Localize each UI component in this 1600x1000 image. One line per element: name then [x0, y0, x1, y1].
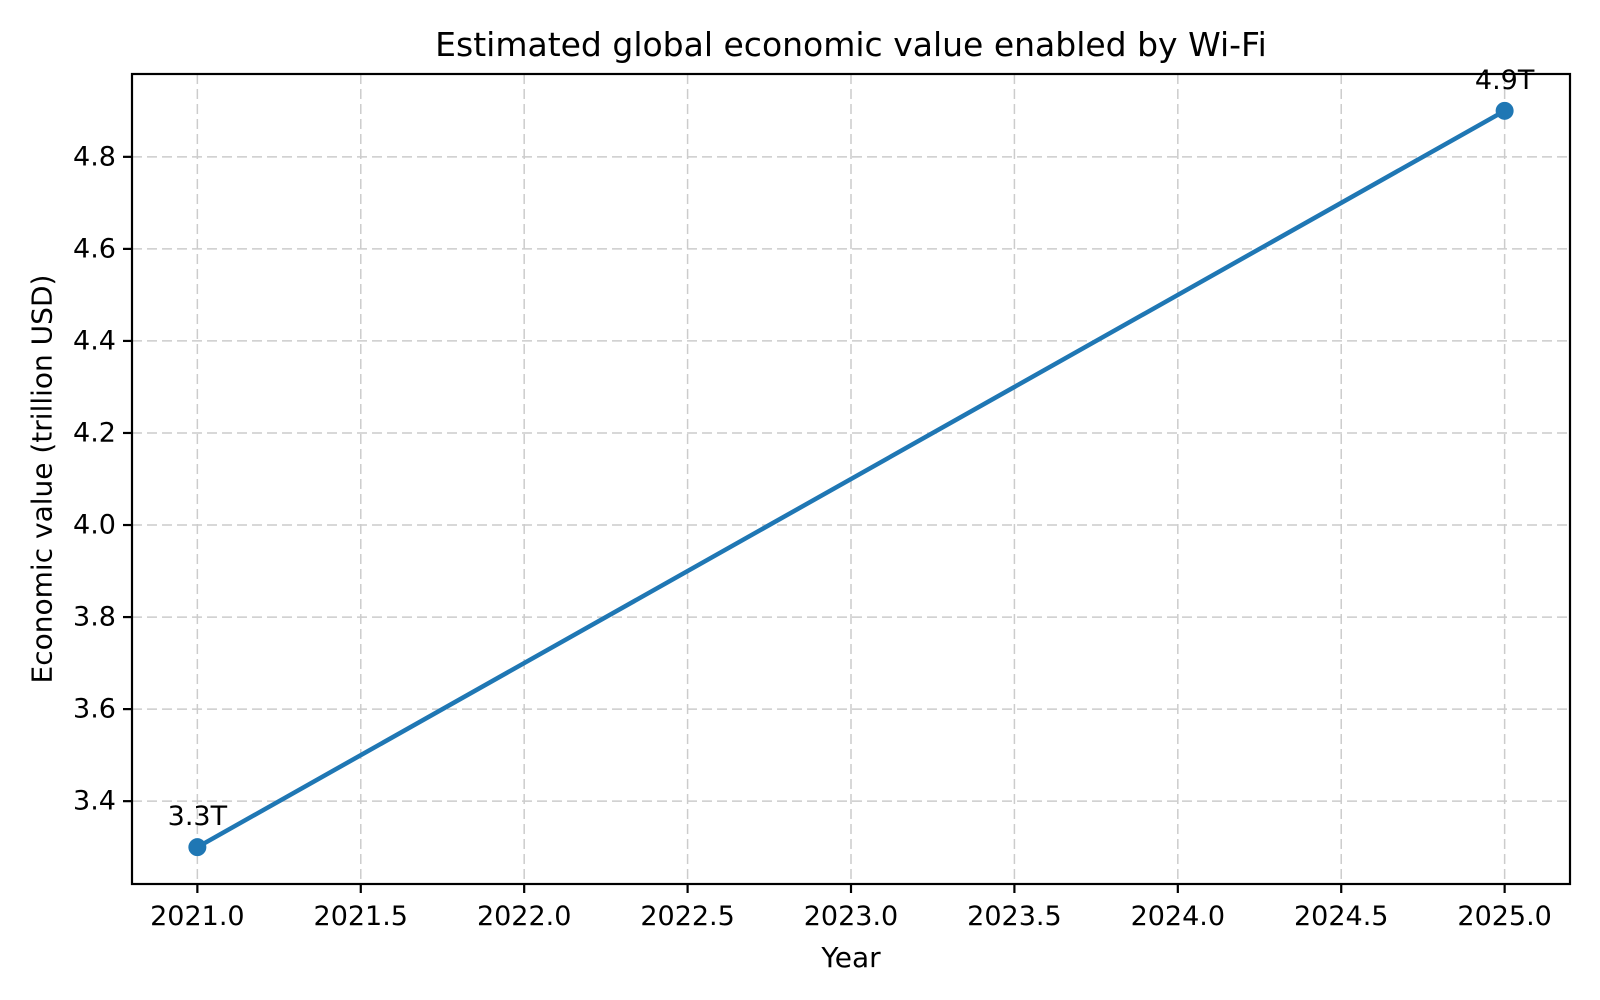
y-axis-label: Economic value (trillion USD)	[25, 274, 59, 684]
y-tick-label: 4.6	[73, 233, 116, 264]
data-line	[195, 108, 1507, 850]
x-axis-label: Year	[821, 941, 881, 974]
y-tick-label: 4.2	[73, 417, 116, 448]
data-point-label: 3.3T	[168, 801, 228, 832]
x-tick-label: 2023.0	[804, 901, 898, 932]
y-tick-label: 3.6	[73, 694, 116, 725]
x-tick-label: 2022.5	[640, 901, 734, 932]
data-point-marker	[188, 838, 207, 857]
data-point-marker	[1495, 101, 1514, 120]
y-tick-label: 4.8	[73, 141, 116, 172]
chart-title: Estimated global economic value enabled …	[435, 25, 1267, 64]
y-tick-label: 3.4	[73, 786, 116, 817]
x-tick-label: 2021.0	[150, 901, 244, 932]
x-tick-label: 2023.5	[967, 901, 1061, 932]
x-tick-label: 2022.0	[477, 901, 571, 932]
data-point-label: 4.9T	[1475, 65, 1535, 96]
x-tick-label: 2021.5	[314, 901, 408, 932]
y-tick-label: 3.8	[73, 602, 116, 633]
x-tick-label: 2025.0	[1457, 901, 1551, 932]
y-tick-label: 4.0	[73, 510, 116, 541]
y-tick-label: 4.4	[73, 325, 116, 356]
x-tick-label: 2024.5	[1294, 901, 1388, 932]
x-tick-label: 2024.0	[1131, 901, 1225, 932]
plot-border	[130, 72, 1572, 886]
